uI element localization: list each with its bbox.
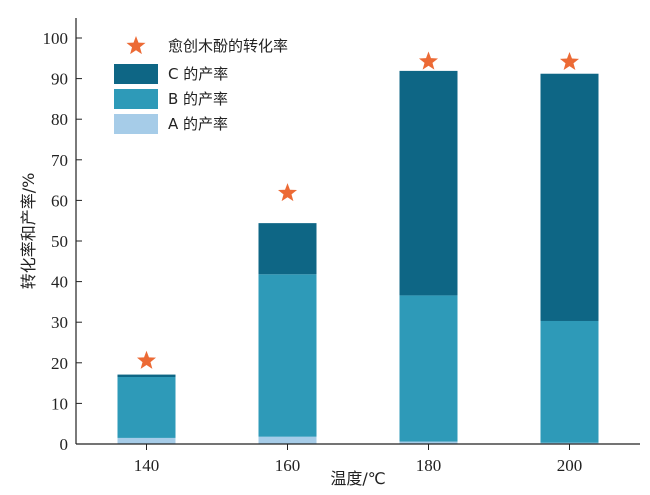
- bar-140-series-1: [117, 377, 176, 438]
- x-ticks: 140 160 180 200: [134, 444, 583, 475]
- bar-140-series-0: [117, 437, 176, 444]
- y-tick-label-0: 0: [60, 435, 69, 454]
- x-tick-label-160: 160: [275, 456, 301, 475]
- axes-layer: [75, 18, 640, 445]
- x-axis-title: 温度/℃: [330, 469, 385, 488]
- x-tick-label-200: 200: [557, 456, 583, 475]
- y-tick-label-100: 100: [43, 29, 69, 48]
- bar-200-series-2: [540, 73, 599, 321]
- bar-180-series-0: [399, 441, 458, 444]
- bar-160-series-0: [258, 436, 317, 444]
- x-tick-label-140: 140: [134, 456, 160, 475]
- bar-140-series-2: [117, 374, 176, 378]
- bar-180-series-2: [399, 70, 458, 296]
- bars-layer: [117, 70, 599, 444]
- legend: 愈创木酚的转化率 C 的产率 B 的产率 A 的产率: [114, 36, 288, 134]
- legend-label-conversion: 愈创木酚的转化率: [168, 37, 288, 55]
- legend-swatch-series-2: [114, 64, 158, 84]
- bar-200-series-0: [540, 442, 599, 444]
- y-tick-label-80: 80: [51, 110, 68, 129]
- markers-layer: [136, 51, 580, 369]
- y-tick-label-50: 50: [51, 232, 68, 251]
- legend-swatch-series-0: [114, 114, 158, 134]
- legend-star-icon: [126, 36, 146, 55]
- legend-label-series-1: B 的产率: [168, 90, 228, 108]
- y-tick-label-10: 10: [51, 394, 68, 413]
- bar-180-series-1: [399, 295, 458, 442]
- legend-swatch-series-1: [114, 89, 158, 109]
- conversion-star-200: [559, 51, 580, 71]
- y-tick-label-30: 30: [51, 313, 68, 332]
- conversion-star-160: [277, 183, 298, 202]
- bar-160-series-2: [258, 223, 317, 275]
- conversion-star-140: [136, 350, 157, 369]
- y-axis-title: 转化率和产率/%: [19, 173, 38, 290]
- bar-200-series-1: [540, 320, 599, 443]
- y-tick-label-60: 60: [51, 191, 68, 210]
- bar-160-series-1: [258, 274, 317, 437]
- y-tick-label-70: 70: [51, 151, 68, 170]
- y-tick-label-20: 20: [51, 354, 68, 373]
- conversion-star-180: [418, 51, 439, 70]
- legend-label-series-0: A 的产率: [168, 115, 228, 133]
- y-tick-label-40: 40: [51, 273, 68, 292]
- y-tick-label-90: 90: [51, 70, 68, 89]
- y-ticks: 0 10 20 30 40 50 60 70 80 90 100: [43, 29, 82, 454]
- x-tick-label-180: 180: [416, 456, 442, 475]
- legend-label-series-2: C 的产率: [168, 65, 228, 83]
